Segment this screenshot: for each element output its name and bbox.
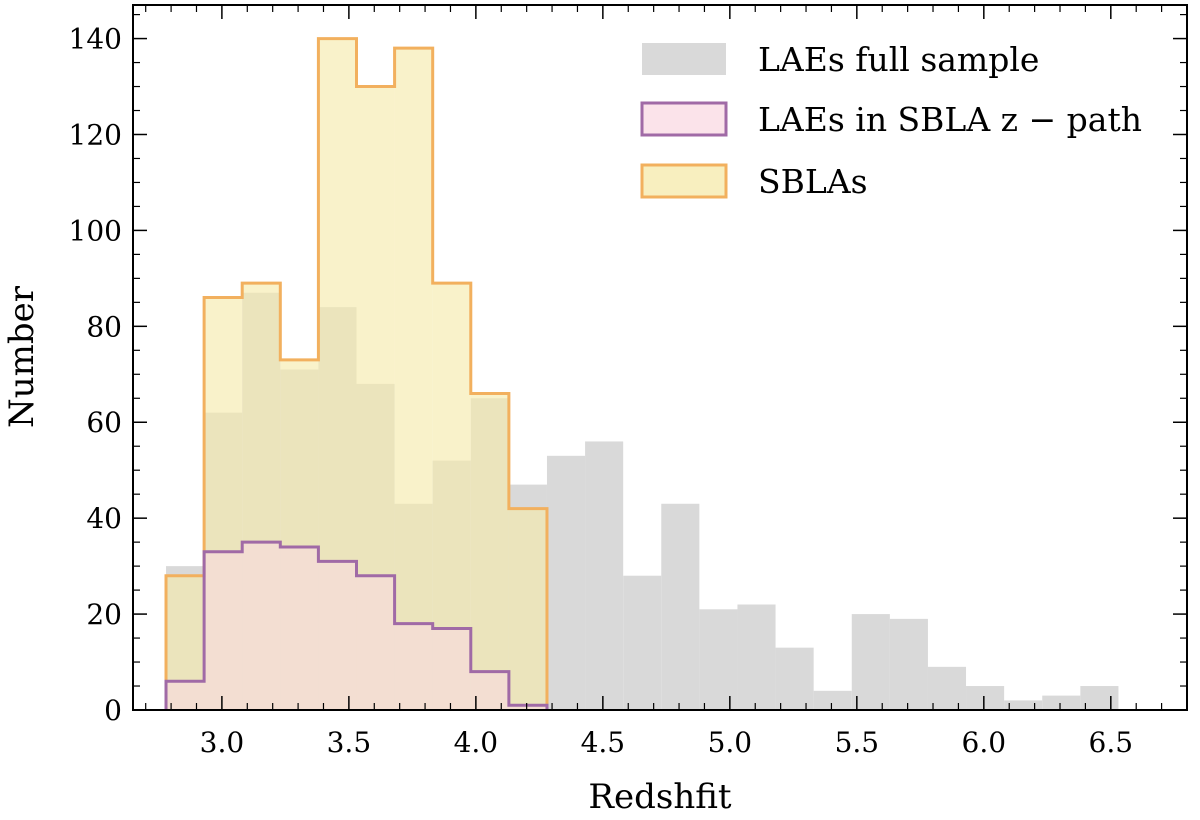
bar-laes-in-sbla-z-path-5 [356,575,395,710]
bar-laes-full-sample-10 [546,455,586,710]
x-tick-label: 5.5 [835,726,880,759]
bar-laes-in-sbla-z-path-6 [394,623,433,710]
legend-item-laes-in-sbla-z-path: LAEs in SBLA z − path [640,100,1142,139]
bars-layer [164,37,1119,711]
legend-label: LAEs full sample [758,40,1039,79]
y-tick-label: 80 [86,310,122,343]
bar-laes-full-sample-13 [661,503,700,710]
legend-item-laes-full-sample: LAEs full sample [642,40,1039,79]
legend-swatch [640,101,728,137]
legend-swatch [642,43,726,75]
bar-laes-in-sbla-z-path-7 [432,628,471,710]
bar-sblas-6 [394,48,433,710]
bar-laes-in-sbla-z-path-0 [166,681,205,710]
bar-sblas-9 [508,508,547,710]
bar-laes-full-sample-18 [851,614,890,710]
bar-laes-full-sample-21 [966,686,1005,710]
bar-laes-full-sample-12 [623,575,662,710]
ticks-layer: 3.0 3.5 4.0 4.5 5.0 5.5 6.0 6.5 0 20 40 60 80 100 120 1… [69,5,1188,759]
bar-laes-full-sample-23 [1042,695,1081,710]
legend: LAEs full sample LAEs in SBLA z − path SBL… [640,40,1142,201]
legend-label: LAEs in SBLA z − path [758,100,1142,139]
bar-laes-full-sample-11 [585,441,624,710]
bar-laes-full-sample-20 [927,666,967,710]
bar-laes-full-sample-16 [775,647,814,710]
y-tick-label: 60 [86,406,122,439]
legend-swatch [640,163,728,199]
legend-label: SBLAs [758,162,868,201]
y-tick-label: 100 [69,214,122,247]
bar-laes-full-sample-14 [699,609,738,710]
y-axis-label: Number [2,285,42,428]
y-tick-label: 40 [86,502,122,535]
plot-frame [132,4,1188,711]
bar-laes-full-sample-22 [1004,700,1043,710]
x-tick-label: 3.0 [200,726,245,759]
y-tick-label: 140 [69,23,122,56]
x-tick-label: 6.0 [962,726,1007,759]
legend-item-sblas: SBLAs [640,162,868,201]
series-laes-in-sbla-z-path [164,540,549,710]
bar-laes-full-sample-24 [1080,686,1119,710]
outline-sblas [164,37,549,710]
x-tick-label: 5.0 [708,726,753,759]
bar-laes-in-sbla-z-path-8 [470,671,509,710]
bar-laes-in-sbla-z-path-2 [242,542,281,710]
y-tick-label: 0 [104,694,122,727]
bar-laes-in-sbla-z-path-1 [204,551,243,710]
x-tick-label: 4.5 [581,726,626,759]
x-tick-label: 4.0 [454,726,499,759]
x-axis-label: Redshfit [588,777,732,815]
bar-laes-in-sbla-z-path-4 [318,561,357,710]
x-tick-label: 6.5 [1089,726,1134,759]
outline-laes-in-sbla-z-path [164,540,549,710]
y-tick-label: 20 [86,598,122,631]
bar-laes-full-sample-15 [737,604,776,710]
bar-laes-in-sbla-z-path-9 [508,705,547,710]
x-tick-label: 3.5 [327,726,372,759]
y-tick-label: 120 [69,118,122,151]
bar-laes-in-sbla-z-path-3 [280,546,319,710]
bar-laes-full-sample-19 [889,618,928,710]
bar-laes-full-sample-17 [813,690,852,710]
bar-sblas-8 [470,393,509,710]
